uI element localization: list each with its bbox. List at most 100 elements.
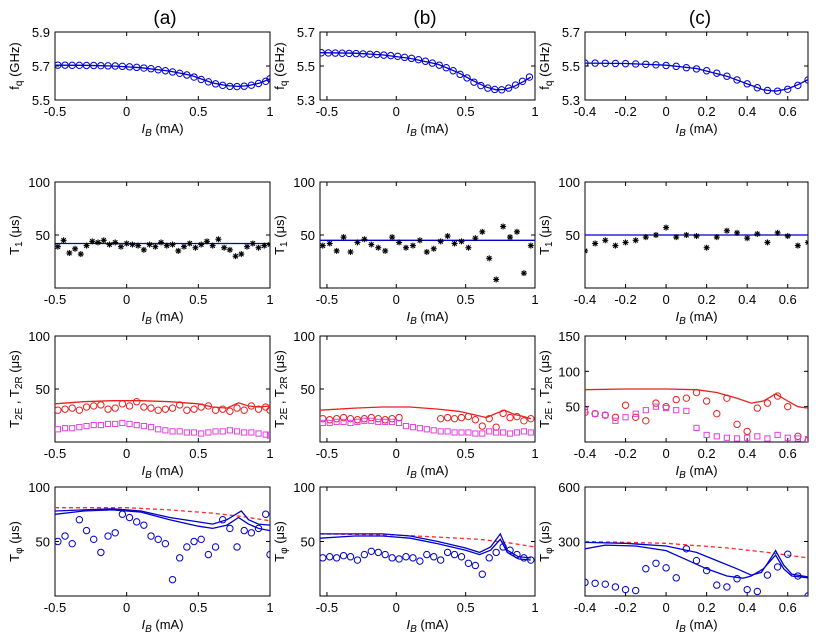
y-tick-label: 50 <box>566 400 580 415</box>
star-stroke <box>141 247 147 253</box>
star-stroke <box>633 237 639 243</box>
y-tick-label: 600 <box>558 480 580 495</box>
star-stroke <box>500 223 506 230</box>
data-point <box>106 241 113 248</box>
data-point <box>339 551 348 560</box>
star-stroke <box>764 239 771 246</box>
data-point <box>713 410 721 418</box>
data-point <box>240 82 248 90</box>
data-point <box>75 406 84 414</box>
data-point <box>66 250 73 257</box>
data-point <box>190 537 198 546</box>
data-point <box>484 84 492 92</box>
data-point <box>631 586 640 595</box>
data-point <box>209 242 216 249</box>
star-stroke <box>486 255 492 261</box>
data-point <box>233 82 241 91</box>
data-point <box>450 550 459 559</box>
data-point <box>733 435 741 442</box>
star-stroke <box>375 245 381 251</box>
star-stroke <box>175 248 181 254</box>
data-point <box>340 234 347 241</box>
data-point <box>262 431 269 438</box>
data-point <box>435 61 443 69</box>
data-point <box>361 236 368 243</box>
data-point <box>642 60 650 69</box>
series-fit-line <box>55 64 270 88</box>
data-point <box>499 409 507 418</box>
x-tick-label: 0.5 <box>457 292 475 307</box>
data-point <box>197 75 205 84</box>
panel-a-tphi: -0.5 0 0.5 1 50 100 IB (mA) Tφ (μs) <box>7 480 274 635</box>
data-point <box>478 570 486 578</box>
data-point <box>183 406 191 414</box>
data-point <box>147 404 155 412</box>
y-axis-label: T1 (μs) <box>537 215 555 255</box>
data-point <box>733 575 741 583</box>
y-tick-label: 100 <box>293 329 315 344</box>
data-point <box>652 399 660 407</box>
data-point <box>518 77 527 86</box>
axes-box <box>319 181 536 289</box>
panel-c-t2: -0.4 -0.2 0 0.2 0.4 0.6 50 100 150 IB (mA) T2E , T… <box>537 329 809 481</box>
star-stroke <box>129 241 135 248</box>
data-point <box>804 436 808 442</box>
x-tick-label: 0 <box>393 446 400 461</box>
data-point <box>443 413 452 422</box>
data-point <box>248 429 255 436</box>
data-point <box>332 414 341 423</box>
data-point <box>764 239 771 246</box>
data-point <box>491 85 499 94</box>
data-point <box>763 399 772 407</box>
data-point <box>753 587 762 596</box>
data-point <box>204 550 213 559</box>
y-tick-label: 50 <box>36 382 50 397</box>
data-point <box>333 247 340 254</box>
x-tick-label: -0.4 <box>574 292 596 307</box>
data-point <box>158 239 165 246</box>
data-point <box>471 416 480 424</box>
data-point <box>794 572 802 580</box>
y-axis-label: fq (GHz) <box>272 42 290 89</box>
data-point <box>198 241 205 248</box>
star-stroke <box>368 241 374 248</box>
x-tick-label: -0.5 <box>44 600 66 615</box>
data-point <box>774 431 781 439</box>
data-point <box>465 429 472 436</box>
y-tick-label: 50 <box>301 382 315 397</box>
y-tick-label: 5.5 <box>32 93 50 108</box>
data-point <box>702 397 711 405</box>
x-tick-label: -0.2 <box>614 292 636 307</box>
data-point <box>61 61 69 69</box>
data-point <box>601 59 609 67</box>
y-tick-label: 5.5 <box>297 59 315 74</box>
data-point <box>443 548 452 557</box>
data-point <box>416 557 424 565</box>
data-point <box>161 67 170 75</box>
data-point <box>244 243 251 250</box>
data-point <box>368 417 375 424</box>
data-point <box>585 408 589 417</box>
data-point <box>83 423 90 430</box>
data-point <box>396 239 403 246</box>
data-point <box>683 407 690 415</box>
star-stroke <box>805 239 808 244</box>
data-point <box>118 62 127 71</box>
star-stroke <box>602 237 608 243</box>
series-fit-line <box>585 62 808 92</box>
data-point <box>154 66 162 74</box>
star-stroke <box>181 244 187 250</box>
data-point <box>154 406 162 414</box>
data-point <box>238 251 245 258</box>
data-point <box>642 417 650 425</box>
data-point <box>359 50 367 58</box>
data-point <box>611 413 620 421</box>
data-point <box>211 543 220 551</box>
data-point <box>592 240 599 247</box>
data-point <box>219 516 227 524</box>
data-point <box>753 404 762 412</box>
data-point <box>249 240 256 247</box>
y-tick-label: 5.3 <box>562 93 580 108</box>
data-point <box>464 559 473 567</box>
